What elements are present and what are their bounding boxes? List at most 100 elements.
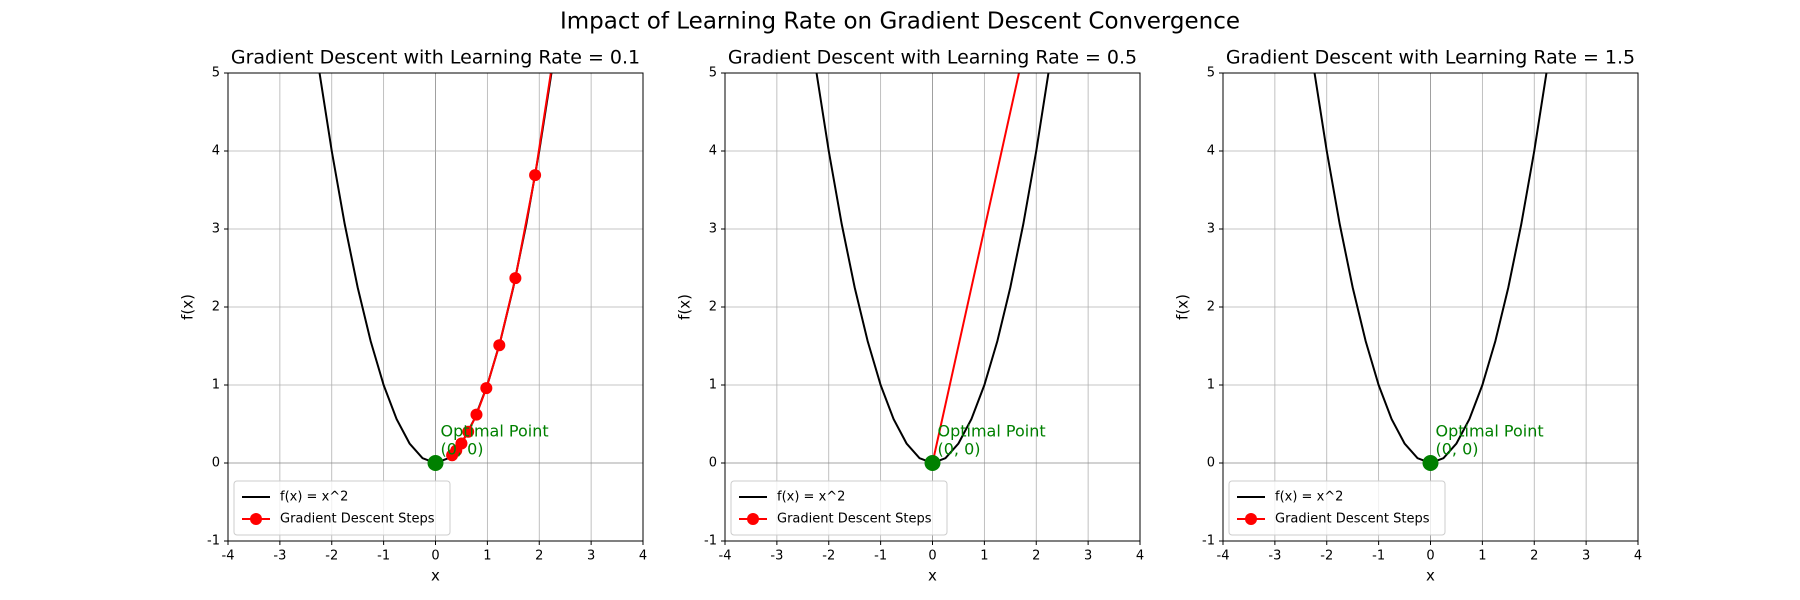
y-tick-label: 5 (709, 66, 717, 81)
y-tick-label: 1 (1207, 378, 1215, 393)
legend-marker (250, 513, 262, 525)
y-tick-label: 2 (709, 300, 717, 315)
y-axis-label: f(x) (676, 294, 694, 320)
annotation: (0, 0) (1436, 440, 1479, 459)
x-tick-label: 2 (1032, 549, 1040, 564)
x-tick-label: 4 (1136, 549, 1144, 564)
x-tick-label: 0 (1426, 549, 1434, 564)
y-tick-label: -1 (704, 534, 717, 549)
x-axis-label: x (928, 567, 937, 585)
legend-label: f(x) = x^2 (1275, 490, 1343, 505)
legend-label: f(x) = x^2 (280, 490, 348, 505)
subplot-title: Gradient Descent with Learning Rate = 0.… (728, 47, 1137, 69)
step-marker (480, 382, 493, 395)
plot-area (815, 73, 1050, 471)
y-tick-label: 2 (1207, 300, 1215, 315)
y-tick-label: 1 (212, 378, 220, 393)
legend-label: Gradient Descent Steps (777, 512, 932, 527)
axes-frame (724, 72, 1141, 542)
x-tick-label: -3 (273, 549, 286, 564)
legend-box (233, 480, 451, 536)
step-marker (493, 339, 506, 352)
subplot: Gradient Descent with Learning Rate = 0.… (179, 47, 648, 585)
legend: f(x) = x^2 Gradient Descent Steps (730, 480, 948, 536)
y-tick-label: 3 (709, 222, 717, 237)
x-tick-label: 0 (431, 549, 439, 564)
y-axis-label: f(x) (179, 294, 197, 320)
legend-label: f(x) = x^2 (777, 490, 845, 505)
x-tick-label: 0 (928, 549, 936, 564)
x-tick-label: 4 (639, 549, 647, 564)
x-tick-label: -3 (1268, 549, 1281, 564)
x-tick-label: 3 (1084, 549, 1092, 564)
x-tick-label: -1 (1372, 549, 1385, 564)
x-tick-label: -1 (377, 549, 390, 564)
subplot-title: Gradient Descent with Learning Rate = 1.… (1226, 47, 1635, 69)
x-tick-label: -4 (719, 549, 732, 564)
optimal-marker (1422, 455, 1439, 471)
axes-frame (227, 72, 644, 542)
y-tick-label: 4 (709, 144, 717, 159)
x-tick-label: 1 (980, 549, 988, 564)
x-tick-label: 1 (1478, 549, 1486, 564)
y-tick-label: 1 (709, 378, 717, 393)
x-tick-label: 4 (1634, 549, 1642, 564)
step-marker (470, 408, 483, 421)
x-tick-label: -2 (1320, 549, 1333, 564)
y-tick-label: 2 (212, 300, 220, 315)
y-tick-label: 0 (1207, 456, 1215, 471)
subplot-title: Gradient Descent with Learning Rate = 0.… (231, 47, 640, 69)
y-tick-label: 3 (1207, 222, 1215, 237)
x-axis-label: x (1426, 567, 1435, 585)
annotation: Optimal Point (938, 422, 1046, 441)
y-tick-label: 0 (709, 456, 717, 471)
legend: f(x) = x^2 Gradient Descent Steps (233, 480, 451, 536)
step-marker (509, 272, 522, 285)
x-tick-label: 1 (483, 549, 491, 564)
x-tick-label: -1 (874, 549, 887, 564)
legend-marker (1245, 513, 1257, 525)
x-tick-label: -2 (325, 549, 338, 564)
x-tick-label: -2 (822, 549, 835, 564)
y-tick-label: 0 (212, 456, 220, 471)
legend-label: Gradient Descent Steps (1275, 512, 1430, 527)
y-tick-label: -1 (207, 534, 220, 549)
plot-area (1313, 73, 1548, 471)
x-axis-label: x (431, 567, 440, 585)
optimal-marker (924, 455, 941, 471)
x-tick-label: -4 (222, 549, 235, 564)
y-tick-label: -1 (1202, 534, 1215, 549)
annotation: (0, 0) (441, 440, 484, 459)
x-tick-label: -4 (1217, 549, 1230, 564)
figure-title: Impact of Learning Rate on Gradient Desc… (560, 9, 1240, 35)
subplot: Gradient Descent with Learning Rate = 0.… (676, 47, 1145, 585)
legend-label: Gradient Descent Steps (280, 512, 435, 527)
step-marker (462, 425, 475, 438)
step-marker (446, 449, 459, 462)
legend-box (1228, 480, 1446, 536)
legend-marker (747, 513, 759, 525)
legend: f(x) = x^2 Gradient Descent Steps (1228, 480, 1446, 536)
step-marker (529, 169, 542, 182)
annotation: Optimal Point (1436, 422, 1544, 441)
axes-frame (1222, 72, 1639, 542)
y-tick-label: 3 (212, 222, 220, 237)
y-tick-label: 5 (1207, 66, 1215, 81)
x-tick-label: 2 (1530, 549, 1538, 564)
series-line (931, 73, 1020, 464)
optimal-marker (427, 455, 444, 471)
x-tick-label: 3 (587, 549, 595, 564)
plot-area (318, 73, 553, 471)
y-tick-label: 4 (1207, 144, 1215, 159)
subplot: Gradient Descent with Learning Rate = 1.… (1174, 47, 1643, 585)
x-tick-label: -3 (770, 549, 783, 564)
x-tick-label: 3 (1582, 549, 1590, 564)
legend-box (730, 480, 948, 536)
x-tick-label: 2 (535, 549, 543, 564)
annotation: (0, 0) (938, 440, 981, 459)
annotation: Optimal Point (441, 422, 549, 441)
y-tick-label: 5 (212, 66, 220, 81)
y-axis-label: f(x) (1174, 294, 1192, 320)
y-tick-label: 4 (212, 144, 220, 159)
